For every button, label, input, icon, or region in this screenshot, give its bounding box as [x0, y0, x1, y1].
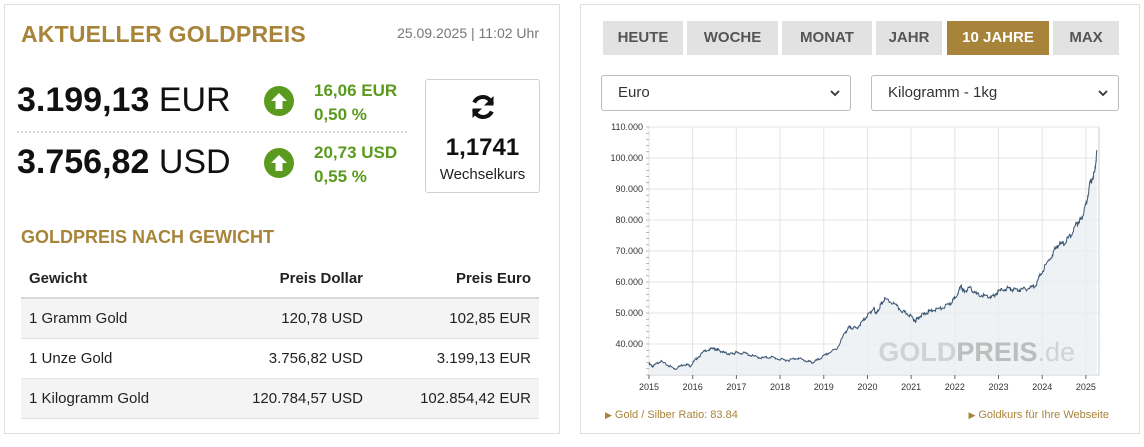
triangle-right-icon: ▶: [968, 410, 976, 420]
tab-jahr[interactable]: JAHR: [876, 21, 942, 55]
gold-silver-ratio-link[interactable]: ▶ Gold / Silber Ratio: 83.84: [605, 409, 738, 421]
cell-weight: 1 Gramm Gold: [21, 298, 211, 339]
tab-max[interactable]: MAX: [1053, 21, 1119, 55]
cell-eur: 102,85 EUR: [371, 298, 539, 339]
change-percent: 0,55 %: [314, 167, 367, 186]
column-header-usd: Preis Dollar: [211, 260, 371, 299]
triangle-right-icon: ▶: [605, 410, 612, 420]
unit-select-value: Kilogramm - 1kg: [888, 84, 998, 101]
y-tick-label: 80.000: [615, 215, 643, 225]
cell-eur: 102.854,42 EUR: [371, 378, 539, 419]
y-tick-label: 90.000: [615, 184, 643, 194]
tab-heute[interactable]: HEUTE: [603, 21, 683, 55]
price-divider: [17, 131, 407, 133]
price-row-usd: 3.756,82 USD 20,73 USD 0,55 %: [17, 141, 417, 191]
arrow-up-circle-icon: [264, 86, 294, 116]
x-tick-label: 2022: [945, 382, 965, 392]
cell-usd: 120,78 USD: [211, 298, 371, 339]
weight-section-title: GOLDPREIS NACH GEWICHT: [21, 227, 275, 247]
x-tick-label: 2020: [857, 382, 877, 392]
table-row: 1 Kilogramm Gold 120.784,57 USD 102.854,…: [21, 378, 539, 419]
gold-chart-panel: HEUTE WOCHE MONAT JAHR 10 JAHRE MAX Euro…: [580, 4, 1140, 434]
chart-watermark: GOLDPREIS.de: [878, 337, 1075, 367]
refresh-icon: [472, 95, 494, 119]
watermark-part3: .de: [1037, 337, 1075, 367]
y-tick-label: 50.000: [615, 308, 643, 318]
x-tick-label: 2025: [1076, 382, 1096, 392]
x-tick-label: 2015: [639, 382, 659, 392]
series-line: [648, 150, 1098, 370]
y-tick-label: 60.000: [615, 277, 643, 287]
cell-weight: 1 Kilogramm Gold: [21, 378, 211, 419]
x-tick-label: 2016: [683, 382, 703, 392]
watermark-part1: GOLD: [878, 337, 956, 367]
gold-price-usd: 3.756,82 USD: [17, 143, 231, 182]
tab-10-jahre[interactable]: 10 JAHRE: [947, 21, 1049, 55]
cell-usd: 3.756,82 USD: [211, 338, 371, 379]
widget-link-text: Goldkurs für Ihre Webseite: [978, 409, 1109, 421]
last-updated-timestamp: 25.09.2025 | 11:02 Uhr: [397, 25, 539, 41]
gold-price-chart: GOLDPREIS.de 40.000 50.000 60.000 70.000 80.…: [610, 122, 1100, 392]
price-value: 3.756,82: [17, 143, 150, 181]
widget-link[interactable]: ▶ Goldkurs für Ihre Webseite: [968, 409, 1109, 421]
price-currency: USD: [158, 143, 231, 181]
tab-woche[interactable]: WOCHE: [687, 21, 778, 55]
y-tick-label: 40.000: [615, 339, 643, 349]
price-by-weight-table: Gewicht Preis Dollar Preis Euro 1 Gramm …: [21, 260, 539, 419]
change-absolute: 16,06 EUR: [314, 81, 398, 100]
panel-title: AKTUELLER GOLDPREIS: [21, 21, 306, 47]
y-tick-label: 110.000: [611, 122, 643, 132]
gold-silver-ratio-text: Gold / Silber Ratio: 83.84: [614, 409, 738, 421]
x-tick-label: 2019: [814, 382, 834, 392]
tab-monat[interactable]: MONAT: [782, 21, 872, 55]
price-change-usd: 20,73 USD 0,55 %: [314, 141, 397, 189]
watermark-part2: PREIS: [956, 337, 1037, 367]
chevron-down-icon: [1098, 90, 1108, 97]
exchange-rate-value: 1,1741: [445, 134, 520, 161]
cell-usd: 120.784,57 USD: [211, 378, 371, 419]
price-change-eur: 16,06 EUR 0,50 %: [314, 79, 397, 127]
x-tick-label: 2021: [901, 382, 921, 392]
price-row-eur: 3.199,13 EUR 16,06 EUR 0,50 %: [17, 79, 417, 129]
y-tick-label: 70.000: [615, 246, 643, 256]
column-header-weight: Gewicht: [21, 260, 211, 299]
currency-select[interactable]: Euro: [601, 75, 851, 111]
change-absolute: 20,73 USD: [314, 143, 398, 162]
column-header-eur: Preis Euro: [371, 260, 539, 299]
table-row: 1 Gramm Gold 120,78 USD 102,85 EUR: [21, 298, 539, 339]
gold-price-panel: AKTUELLER GOLDPREIS 25.09.2025 | 11:02 U…: [4, 4, 560, 434]
exchange-rate-button[interactable]: 1,1741 Wechselkurs: [425, 79, 540, 193]
currency-select-value: Euro: [618, 84, 650, 101]
series-area: [649, 150, 1097, 375]
y-tick-label: 100.000: [610, 153, 643, 163]
price-value: 3.199,13: [17, 81, 150, 119]
cell-weight: 1 Unze Gold: [21, 338, 211, 379]
x-tick-label: 2017: [726, 382, 746, 392]
table-header-row: Gewicht Preis Dollar Preis Euro: [21, 260, 539, 299]
x-tick-label: 2024: [1032, 382, 1052, 392]
change-percent: 0,50 %: [314, 105, 367, 124]
price-currency: EUR: [158, 81, 231, 119]
x-tick-label: 2018: [770, 382, 790, 392]
x-tick-label: 2023: [988, 382, 1008, 392]
arrow-up-circle-icon: [264, 148, 294, 178]
exchange-rate-label: Wechselkurs: [439, 166, 526, 183]
unit-select[interactable]: Kilogramm - 1kg: [871, 75, 1119, 111]
cell-eur: 3.199,13 EUR: [371, 338, 539, 379]
gold-price-eur: 3.199,13 EUR: [17, 81, 231, 120]
table-row: 1 Unze Gold 3.756,82 USD 3.199,13 EUR: [21, 338, 539, 379]
chevron-down-icon: [830, 90, 840, 97]
